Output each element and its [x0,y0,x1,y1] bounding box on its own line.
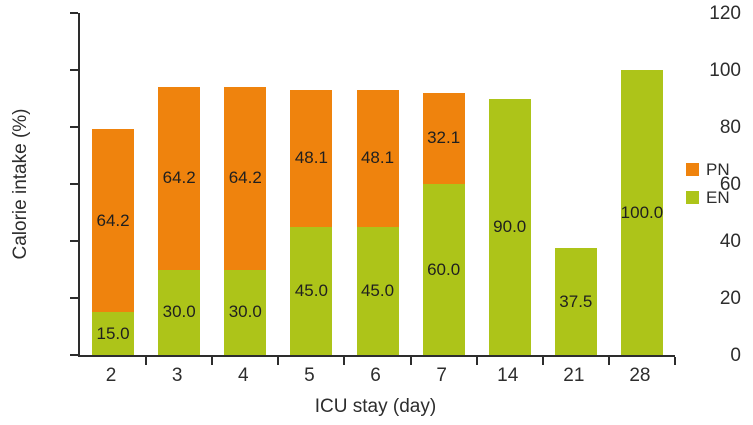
legend-item-pn: PN [686,161,730,178]
bar-value-label: 100.0 [620,202,664,222]
x-axis-tick [343,357,346,365]
legend-swatch-pn [686,163,699,176]
bar-value-label: 64.2 [228,168,262,188]
legend-label: PN [706,160,730,179]
bar-value-label: 45.0 [294,280,328,300]
bar-segment-en: 37.5 [554,248,597,355]
y-axis-tick [70,126,78,128]
y-axis-tick-label: 40 [719,230,741,252]
y-axis-tick-label: 80 [719,116,741,138]
bar-stack-day-6: 45.0 48.1 [356,89,399,355]
x-axis-tick-label: 28 [629,365,651,386]
bar-value-label: 60.0 [427,259,461,279]
y-axis-tick [70,12,78,14]
bar-segment-en: 30.0 [224,269,267,355]
bar-segment-pn: 32.1 [422,92,465,184]
y-axis-title: Calorie intake (%) [10,108,31,260]
bar-stack-day-14: 90.0 [488,98,531,355]
bar-segment-pn: 64.2 [224,86,267,270]
bar-segment-pn: 48.1 [356,89,399,227]
bar-segment-en: 90.0 [488,98,531,355]
bar-segment-en: 60.0 [422,184,465,355]
bar-segment-en: 100.0 [621,70,663,355]
bar-stack-day-2: 15.0 64.2 [92,129,135,355]
y-axis-tick-label: 0 [730,344,741,366]
plot-area: 15.0 64.2 30.0 64.2 30.0 64.2 45.0 48.1 45.0 48.1… [70,12,676,365]
bar-stack-day-5: 45.0 48.1 [290,89,333,355]
x-axis-tick-label: 2 [105,365,117,386]
bar-segment-pn: 64.2 [158,86,201,270]
bar-segment-en: 30.0 [158,269,201,355]
y-axis-tick [70,297,78,299]
bar-value-label: 45.0 [360,280,395,300]
y-axis-tick [70,240,78,242]
bar-segment-pn: 48.1 [290,89,333,227]
y-axis-tick-label: 120 [709,2,741,24]
bar-segment-en: 45.0 [290,226,333,355]
x-axis-title: ICU stay (day) [314,396,437,417]
x-axis-tick [211,357,214,365]
legend-label: EN [706,188,730,207]
x-axis-tick [277,357,280,365]
x-axis-tick-label: 21 [563,365,585,386]
y-axis-tick [70,69,78,71]
legend-item-en: EN [686,189,730,206]
x-axis-tick-label: 14 [497,365,519,386]
bar-stack-day-3: 30.0 64.2 [158,86,201,355]
x-axis-tick [475,357,478,365]
bar-segment-en: 15.0 [92,312,135,355]
x-axis-tick-label: 3 [171,365,183,386]
bar-value-label: 30.0 [162,302,196,322]
x-axis-tick-label: 7 [436,365,447,386]
bar-value-label: 48.1 [294,148,328,168]
x-axis-tick [409,357,412,365]
x-axis-tick [607,357,610,365]
bar-value-label: 90.0 [493,216,527,236]
bar-value-label: 37.5 [559,291,593,311]
legend-swatch-en [686,191,699,204]
y-axis-tick [70,354,78,356]
x-axis-tick [145,357,148,365]
x-axis-tick-label: 4 [237,365,249,386]
bar-value-label: 32.1 [427,128,461,148]
bar-stack-day-21: 37.5 [554,248,597,355]
bar-value-label: 15.0 [96,323,130,343]
legend: PN EN [686,161,730,217]
bar-value-label: 30.0 [228,302,262,322]
y-axis-tick-label: 100 [709,59,741,81]
bar-value-label: 64.2 [162,168,196,188]
x-axis-tick-label: 5 [304,365,315,386]
x-axis-tick [674,357,676,365]
bar-stack-day-28: 100.0 [621,70,663,355]
y-axis-tick-label: 60 [719,173,741,195]
bar-segment-pn: 64.2 [92,129,135,313]
y-axis-tick-label: 20 [719,287,741,309]
bar-stack-day-4: 30.0 64.2 [224,86,267,355]
bar-segment-en: 45.0 [356,226,399,355]
x-axis-tick-label: 6 [370,365,381,386]
y-axis-tick [70,183,78,185]
bar-stack-day-7: 60.0 32.1 [422,92,465,355]
bar-value-label: 64.2 [96,210,130,230]
x-axis-tick [541,357,544,365]
bar-value-label: 48.1 [360,148,395,168]
